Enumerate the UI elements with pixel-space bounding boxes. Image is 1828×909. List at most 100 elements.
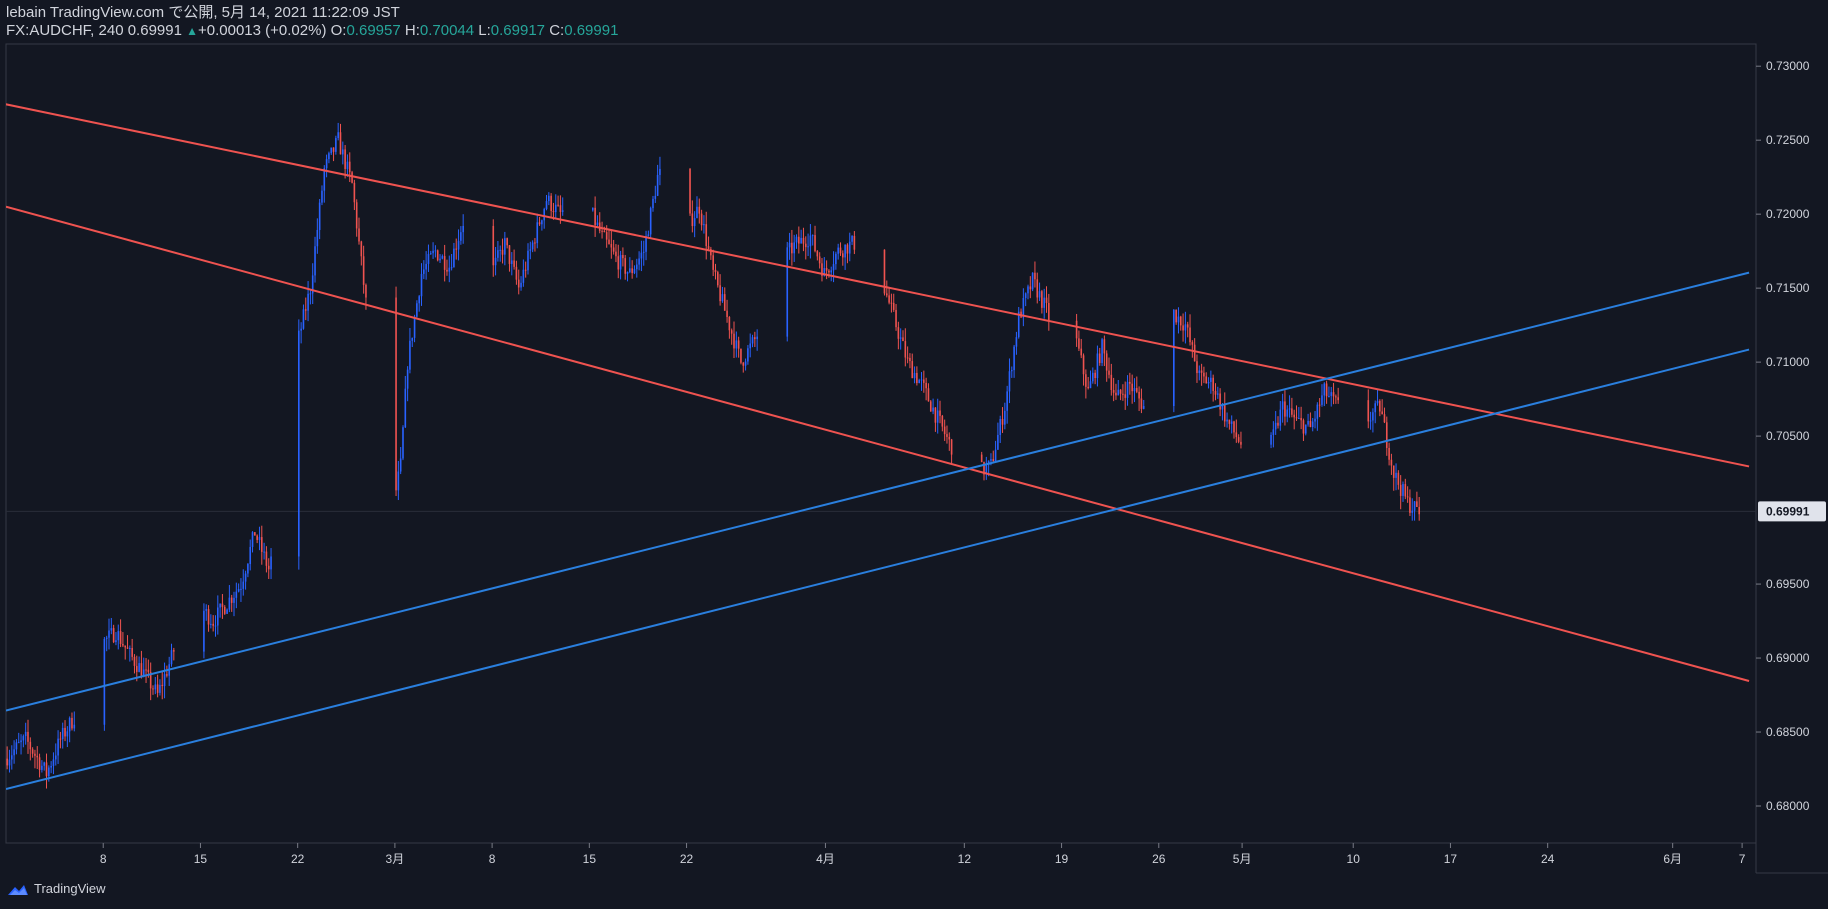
candle-up <box>936 410 939 423</box>
candle-up <box>786 247 789 337</box>
candle-up <box>529 249 532 251</box>
candle-up <box>747 348 749 362</box>
candle-up <box>1411 510 1414 513</box>
candle-down <box>754 337 756 340</box>
price-change: +0.00013 (+0.02%) <box>198 22 327 39</box>
current-price-tag: 0.69991 <box>1758 501 1826 522</box>
close-value: 0.69991 <box>564 22 619 39</box>
candle-down <box>1381 411 1383 415</box>
candle-up <box>427 254 430 264</box>
symbol-label[interactable]: FX:AUDCHF, 240 <box>6 22 124 39</box>
candle-up <box>251 532 254 547</box>
candle-up <box>418 296 421 304</box>
candle-up <box>635 264 638 270</box>
candle-down <box>1036 279 1039 298</box>
brand-name: TradingView <box>34 881 106 896</box>
candle-up <box>402 427 404 459</box>
candle-down <box>358 228 360 242</box>
candle-up <box>226 609 228 614</box>
x-tick-label: 22 <box>680 852 694 866</box>
candle-down <box>552 211 555 213</box>
candle-down <box>1045 297 1048 304</box>
candle-down <box>1214 390 1217 395</box>
y-tick-label: 0.72000 <box>1766 207 1810 221</box>
candle-up <box>298 330 300 557</box>
candle-up <box>50 765 52 768</box>
candle-down <box>1418 507 1421 515</box>
candle-down <box>1337 397 1339 401</box>
candle-down <box>59 738 62 740</box>
candle-up <box>8 759 11 766</box>
candle-down <box>124 645 127 648</box>
candle-up <box>404 388 407 428</box>
candle-down <box>517 279 520 288</box>
candle-down <box>1135 388 1138 392</box>
x-tick-label: 6月 <box>1663 852 1682 866</box>
candle-up <box>642 251 645 253</box>
candle-up <box>432 250 434 254</box>
candle-up <box>1117 389 1120 396</box>
candle-up <box>520 282 522 288</box>
time-axis[interactable]: 8 15 22 3月 8 15 22 4月 12 19 26 5月 10 17 24 6月 7 <box>100 843 1746 866</box>
candle-up <box>117 631 120 641</box>
candle-down <box>821 263 823 276</box>
ascending-channel-lower[interactable] <box>6 348 1750 790</box>
candle-down <box>828 270 830 273</box>
descending-channel-upper[interactable] <box>0 61 1750 468</box>
candle-down <box>939 410 941 416</box>
candle-up <box>242 581 245 589</box>
candle-up <box>918 380 921 384</box>
candle-up <box>1372 412 1374 421</box>
candle-up <box>1027 286 1029 294</box>
candle-up <box>170 650 173 665</box>
candle-up <box>1126 381 1129 398</box>
candle-down <box>631 268 633 274</box>
candle-down <box>1191 342 1194 345</box>
candle-down <box>911 361 914 379</box>
candle-up <box>1216 393 1219 395</box>
candle-down <box>948 436 951 440</box>
candle-up <box>1038 291 1041 298</box>
candle-up <box>235 591 238 598</box>
candle-up <box>138 663 140 672</box>
candle-down <box>133 656 136 666</box>
candle-down <box>1082 355 1085 375</box>
ascending-channel-upper[interactable] <box>6 271 1750 712</box>
candle-down <box>740 348 742 363</box>
tradingview-logo[interactable]: TradingView <box>6 881 106 896</box>
price-axis[interactable]: 0.73000 0.72500 0.72000 0.71500 0.71000 0.705… <box>1756 59 1810 813</box>
candle-up <box>591 207 594 211</box>
candle-down <box>1332 392 1335 397</box>
candle-up <box>228 597 231 610</box>
candle-up <box>1017 311 1020 338</box>
candle-up <box>1015 337 1018 347</box>
candle-down <box>904 341 907 358</box>
candle-down <box>1186 324 1189 328</box>
candle-down <box>890 302 893 304</box>
candle-down <box>1385 422 1388 448</box>
candle-up <box>920 379 923 381</box>
x-tick-label: 12 <box>958 852 972 866</box>
candle-up <box>561 210 564 212</box>
price-tag-label: 0.69991 <box>1766 504 1810 518</box>
candle-up <box>721 294 724 302</box>
candle-up <box>302 309 305 329</box>
trend-lines[interactable] <box>0 61 1750 790</box>
candle-up <box>321 190 323 203</box>
candle-up <box>659 168 661 175</box>
candle-up <box>807 246 809 248</box>
descending-channel-lower[interactable] <box>6 205 1750 682</box>
candle-down <box>362 256 365 285</box>
candle-down <box>1119 389 1122 394</box>
candle-down <box>1388 447 1390 460</box>
candle-up <box>735 340 738 349</box>
candle-up <box>1207 381 1210 384</box>
candle-up <box>1369 420 1372 422</box>
x-tick-label: 15 <box>583 852 597 866</box>
candle-up <box>1323 383 1326 396</box>
candle-down <box>888 295 890 303</box>
candle-up <box>1330 392 1333 396</box>
candle-down <box>1085 374 1087 387</box>
candle-up <box>793 242 796 254</box>
